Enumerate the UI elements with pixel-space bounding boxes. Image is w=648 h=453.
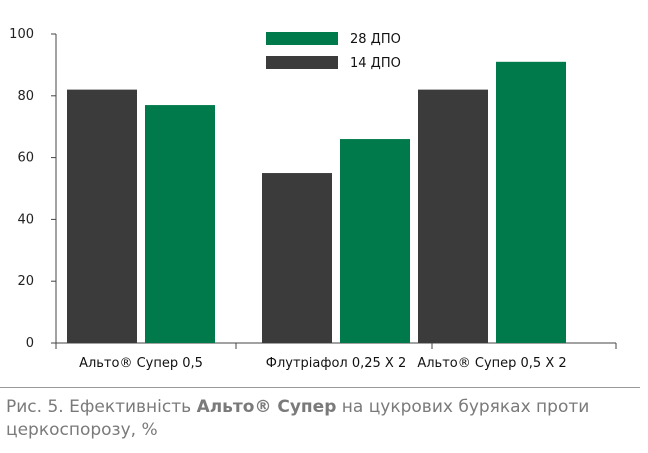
x-category-label: Флутріафол 0,25 Х 2 — [266, 356, 407, 371]
y-tick-label: 80 — [17, 89, 34, 104]
x-category-label: Альто® Супер 0,5 — [79, 356, 203, 371]
caption-prefix: Рис. 5. Ефективність — [6, 397, 197, 417]
y-tick-label: 0 — [26, 336, 34, 351]
bar — [418, 89, 488, 344]
bar — [67, 89, 137, 344]
y-tick-label: 60 — [17, 151, 34, 166]
bar — [496, 61, 566, 344]
legend-swatch — [266, 56, 338, 69]
bar — [262, 173, 332, 343]
legend-label: 14 ДПО — [350, 56, 401, 71]
figure-caption: Рис. 5. Ефективність Альто® Супер на цук… — [6, 396, 636, 442]
y-tick-label: 20 — [17, 274, 34, 289]
caption-bold: Альто® Супер — [196, 397, 337, 417]
bar-chart: 0 20 40 60 80 100 Альто® Супер 0,5 Флутріафол 0… — [9, 27, 617, 371]
y-tick-label: 40 — [17, 212, 34, 227]
legend-swatch — [266, 32, 338, 45]
legend-label: 28 ДПО — [350, 32, 401, 47]
y-tick-label: 100 — [9, 27, 34, 42]
caption-divider — [0, 387, 640, 388]
x-category-label: Альто® Супер 0,5 Х 2 — [417, 356, 566, 371]
bar — [145, 105, 215, 343]
bar — [340, 139, 410, 343]
caption-suffix: на цукрових буряках проти церкоспорозу, … — [6, 397, 590, 440]
